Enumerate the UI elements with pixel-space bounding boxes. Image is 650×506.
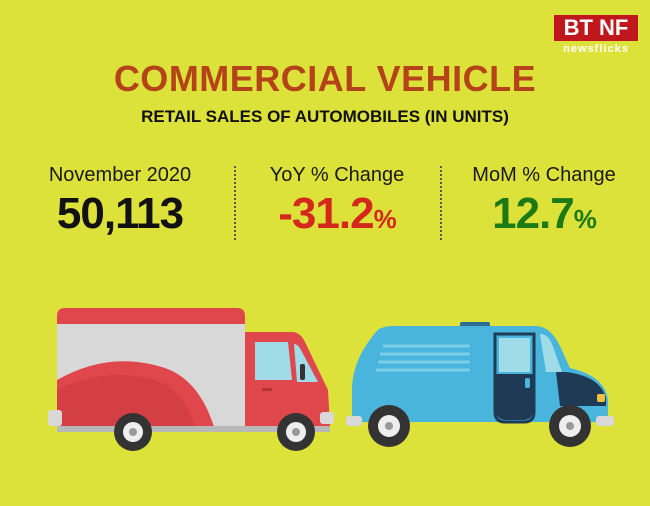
vehicles-illustration — [48, 308, 614, 451]
stat-label: November 2020 — [48, 164, 192, 186]
percent-sign: % — [573, 204, 597, 234]
delivery-truck-icon — [48, 308, 334, 451]
logo-subtext: newsflicks — [563, 43, 629, 55]
stat-mom-change: MoM % Change 12.7% — [444, 164, 644, 239]
stat-value: 50,113 — [20, 189, 220, 239]
brand-logo: BT NF newsflicks — [554, 15, 638, 59]
stat-number: -31.2 — [278, 189, 374, 238]
stat-value: -31.2% — [237, 189, 437, 239]
stat-yoy-change: YoY % Change -31.2% — [237, 164, 437, 239]
stat-value: 12.7% — [444, 189, 644, 239]
percent-sign: % — [373, 204, 397, 234]
divider — [234, 166, 236, 240]
divider — [440, 166, 442, 240]
van-icon — [346, 322, 614, 447]
page-subtitle: RETAIL SALES OF AUTOMOBILES (IN UNITS) — [141, 107, 509, 126]
stat-number: 12.7 — [492, 189, 575, 238]
page-title: COMMERCIAL VEHICLE — [113, 58, 537, 99]
stat-november-2020: November 2020 50,113 — [20, 164, 220, 239]
logo-wordmark: BT NF — [554, 15, 638, 41]
stat-label: YoY % Change — [269, 164, 405, 186]
stat-label: MoM % Change — [472, 164, 616, 186]
stat-number: 50,113 — [56, 189, 184, 238]
